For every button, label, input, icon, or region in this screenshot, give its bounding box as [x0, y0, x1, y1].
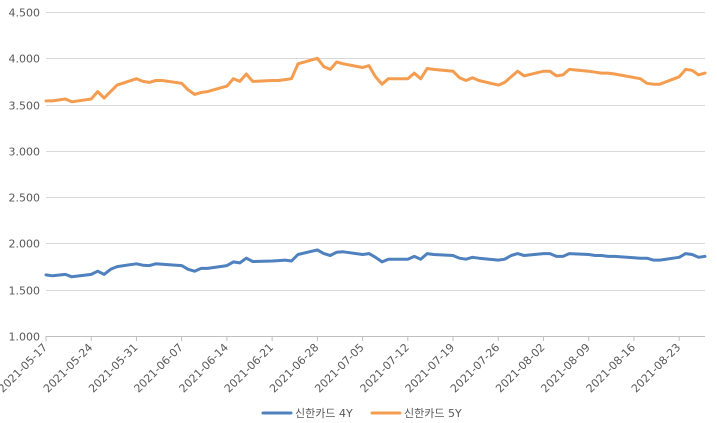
series-line-4y	[44, 248, 707, 279]
y-tick-label: 3.500	[9, 100, 41, 113]
series-line-5y	[44, 56, 707, 104]
y-tick-label: 4.500	[9, 7, 41, 20]
legend-label-4y: 신한카드 4Y	[295, 407, 353, 420]
y-tick-label: 3.000	[9, 146, 41, 159]
y-tick-label: 1.500	[9, 285, 41, 298]
y-tick-label: 1.000	[9, 331, 41, 344]
y-tick-label: 2.000	[9, 238, 41, 251]
y-tick-label: 4.000	[9, 53, 41, 66]
y-tick-label: 2.500	[9, 192, 41, 205]
legend: 신한카드 4Y 신한카드 5Y	[261, 407, 462, 420]
series-lines	[44, 56, 707, 279]
legend-label-5y: 신한카드 5Y	[404, 407, 462, 420]
y-axis: 1.000 1.500 2.000 2.500 3.000 3.500 4.000 4.500	[9, 7, 41, 344]
